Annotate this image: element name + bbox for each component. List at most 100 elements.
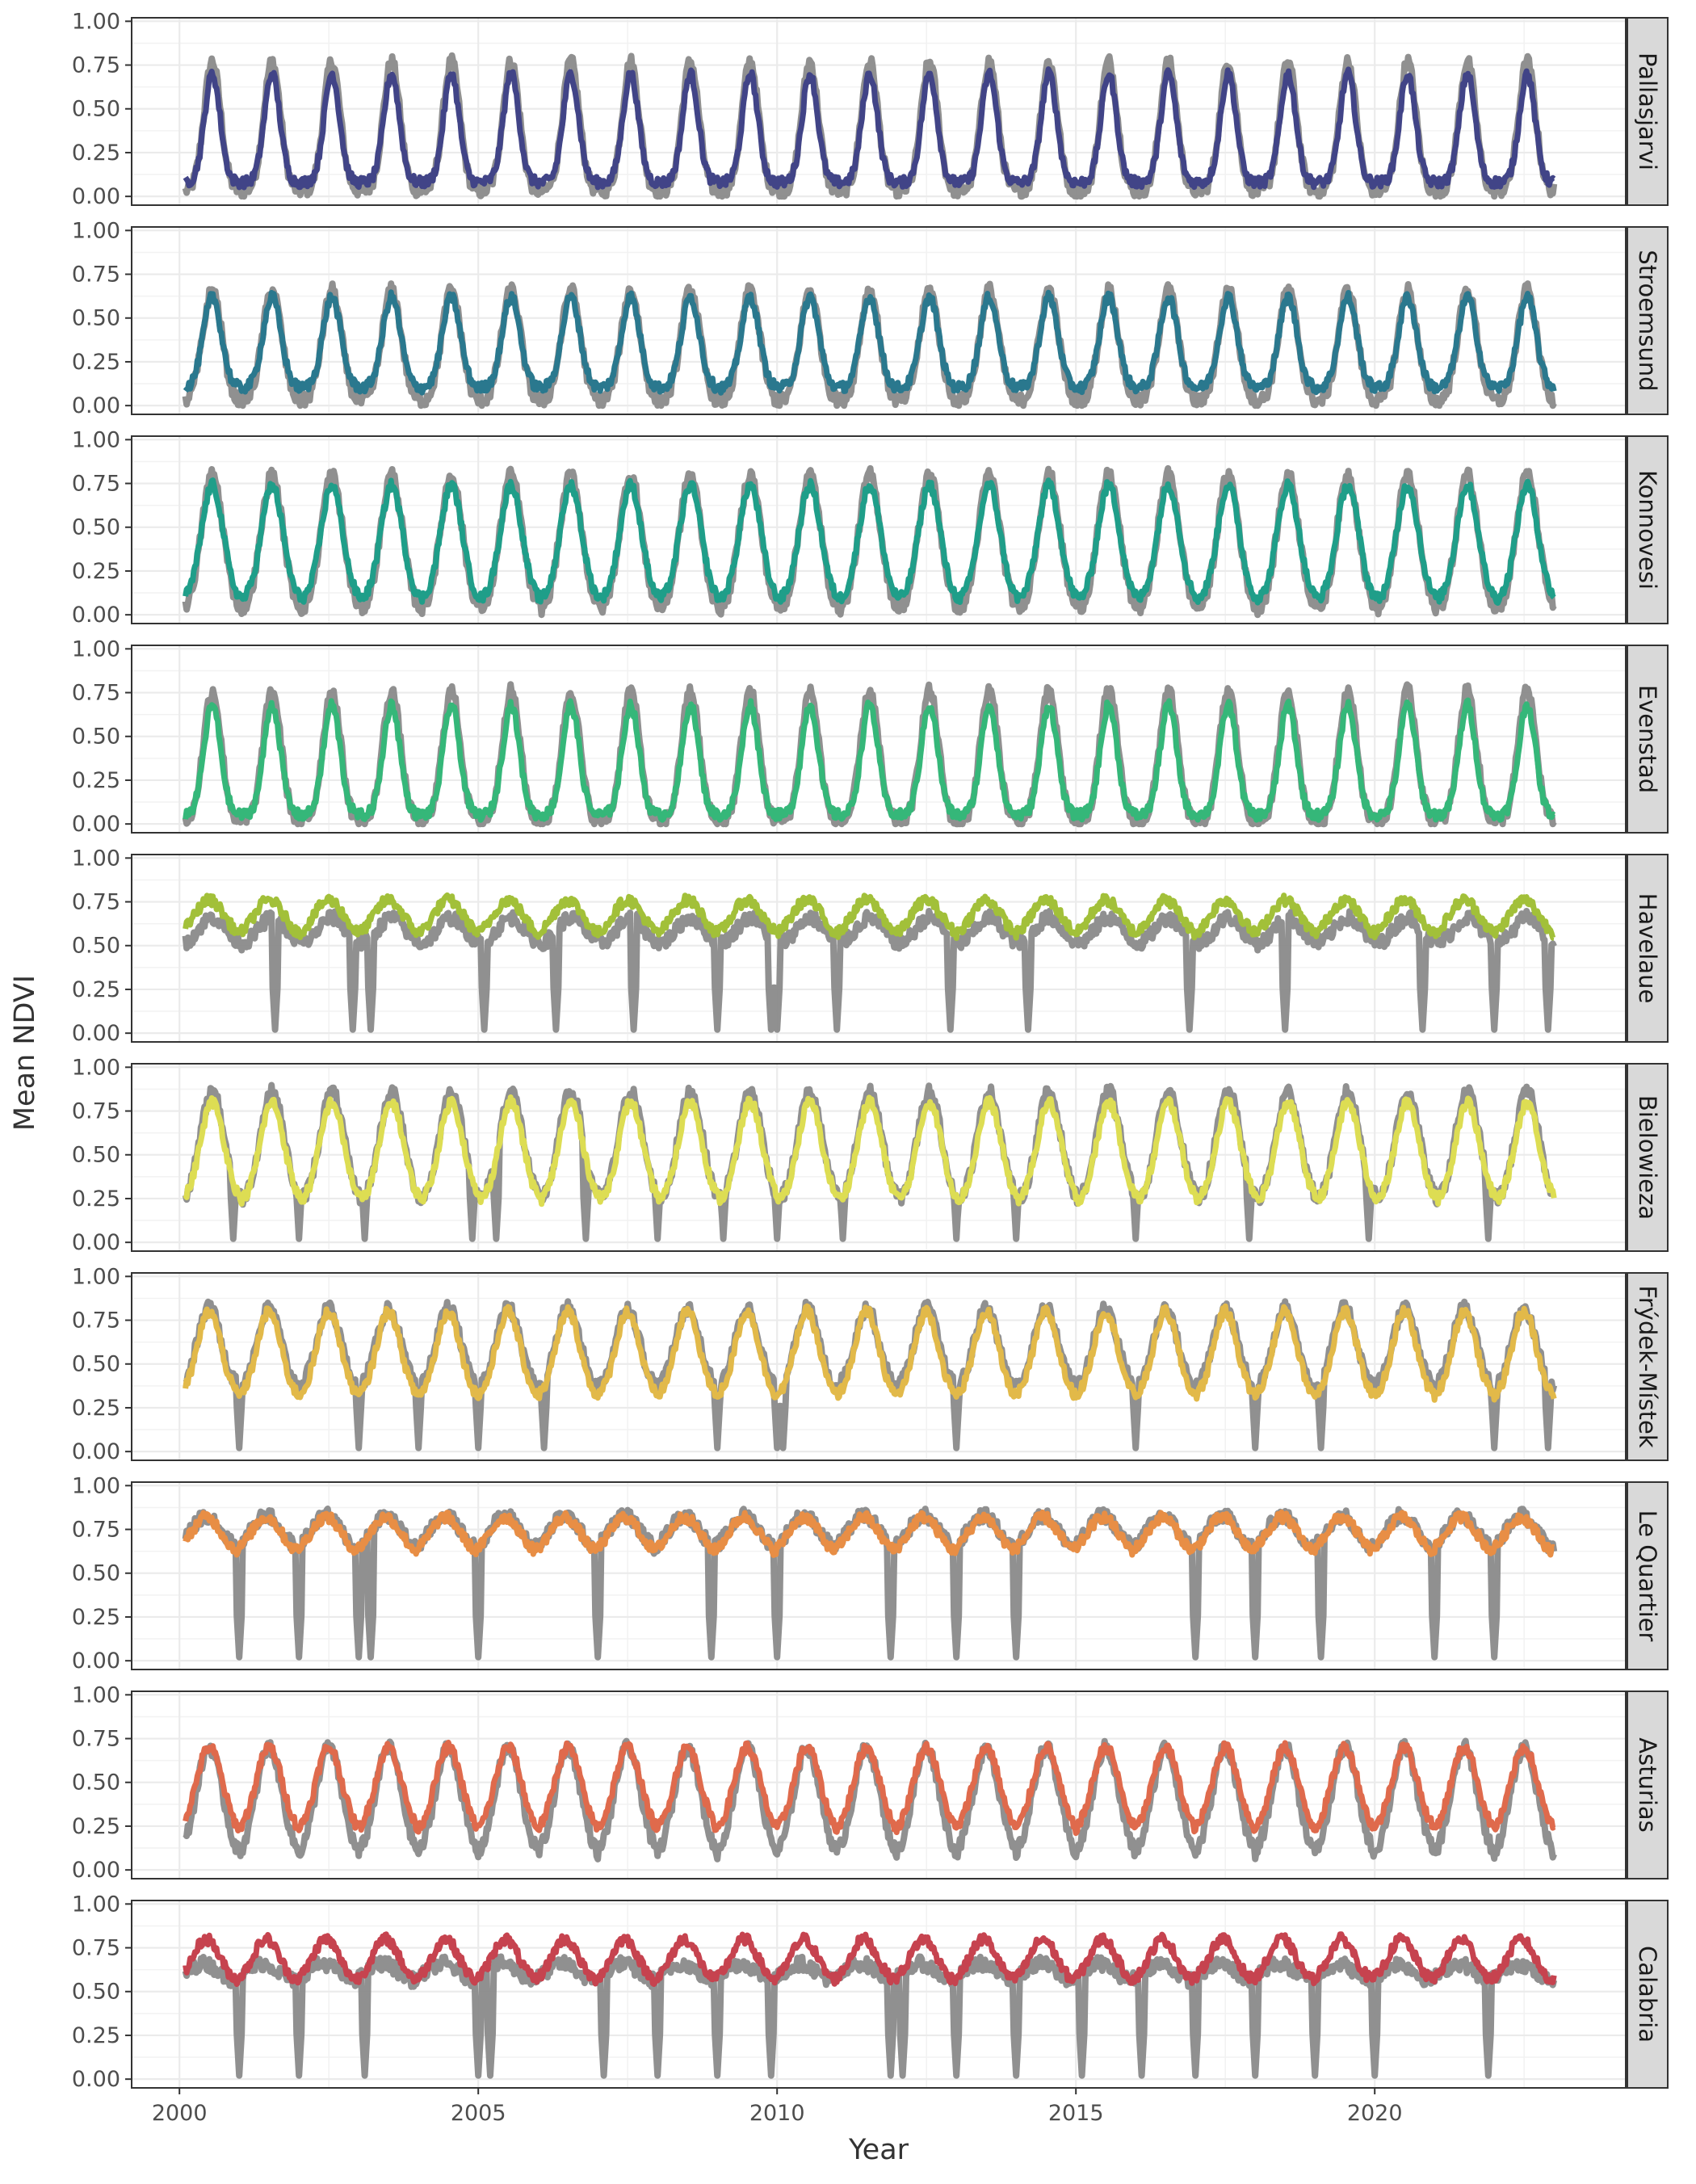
y-tick-label: 0.75 bbox=[72, 681, 120, 706]
y-tick-label: 0.75 bbox=[72, 262, 120, 288]
y-tick-label: 0.00 bbox=[72, 1439, 120, 1464]
facet-strip-label: Havelaue bbox=[1634, 893, 1661, 1004]
y-tick-label: 0.25 bbox=[72, 1814, 120, 1839]
y-tick-label: 0.75 bbox=[72, 1099, 120, 1124]
panel-border bbox=[131, 1481, 1627, 1670]
x-tick-label: 2020 bbox=[1347, 2101, 1403, 2126]
panel-border bbox=[131, 226, 1627, 415]
grid-lines bbox=[132, 855, 1626, 1042]
site-ndvi-line bbox=[183, 66, 1556, 191]
y-tick-label: 1.00 bbox=[72, 636, 120, 662]
y-tick-label: 1.00 bbox=[72, 846, 120, 871]
panel-border bbox=[131, 1900, 1627, 2089]
panel-border bbox=[131, 1690, 1627, 1880]
y-tick-label: 1.00 bbox=[72, 218, 120, 243]
y-tick-label: 0.50 bbox=[72, 934, 120, 959]
x-axis: 2000 2005 2010 2015 2020 bbox=[152, 2088, 1403, 2126]
site-ndvi-line bbox=[183, 1509, 1556, 1558]
y-tick-label: 0.50 bbox=[72, 724, 120, 750]
x-tick-label: 2015 bbox=[1048, 2101, 1104, 2126]
panels-layer: 0.000.250.500.751.00Pallasjarvi0.000.250… bbox=[72, 9, 1669, 2092]
y-tick-label: 0.00 bbox=[72, 2067, 120, 2092]
y-tick-label: 0.25 bbox=[72, 350, 120, 375]
facet-panel: 0.00 0.25 0.50 0.75 1.00 Havelaue bbox=[72, 846, 1669, 1046]
y-tick-label: 0.75 bbox=[72, 1727, 120, 1752]
facet-strip-label: Evenstad bbox=[1634, 685, 1661, 793]
panel-border bbox=[131, 645, 1627, 834]
facet-panel: 0.00 0.25 0.50 0.75 1.00 Frýdek-Místek bbox=[72, 1264, 1669, 1464]
site-ndvi-line bbox=[183, 289, 1557, 396]
site-ndvi-line bbox=[183, 1303, 1557, 1403]
x-tick-label: 2005 bbox=[451, 2101, 506, 2126]
y-tick-label: 0.50 bbox=[72, 515, 120, 540]
x-tick-label: 2010 bbox=[749, 2101, 805, 2126]
facet-panel: 0.00 0.25 0.50 0.75 1.00 Evenstad bbox=[72, 636, 1669, 837]
panel-border bbox=[131, 1063, 1627, 1252]
panel-border bbox=[131, 435, 1627, 624]
facet-strip-label: Frýdek-Místek bbox=[1634, 1285, 1661, 1448]
y-tick-label: 0.00 bbox=[72, 603, 120, 628]
facet-strip bbox=[1627, 645, 1669, 834]
site-ndvi-line bbox=[183, 1739, 1556, 1837]
y-tick-label: 0.00 bbox=[72, 1648, 120, 1674]
facet-panel: 0.00 0.25 0.50 0.75 1.00 Konnovesi bbox=[72, 427, 1669, 628]
y-tick-label: 1.00 bbox=[72, 1473, 120, 1498]
facet-strip bbox=[1627, 1063, 1669, 1252]
y-tick-label: 0.00 bbox=[72, 812, 120, 837]
y-tick-label: 0.50 bbox=[72, 306, 120, 331]
y-tick-label: 0.25 bbox=[72, 2023, 120, 2048]
y-tick-label: 0.25 bbox=[72, 977, 120, 1002]
panel-background bbox=[132, 1064, 1626, 1251]
y-tick-label: 1.00 bbox=[72, 1892, 120, 1917]
y-tick-label: 0.75 bbox=[72, 1518, 120, 1543]
y-tick-label: 1.00 bbox=[72, 427, 120, 452]
y-tick-label: 1.00 bbox=[72, 9, 120, 34]
y-tick-label: 1.00 bbox=[72, 1682, 120, 1707]
site-ndvi-line bbox=[183, 892, 1556, 941]
y-tick-label: 0.75 bbox=[72, 890, 120, 915]
facet-panel: 0.00 0.25 0.50 0.75 1.00 Calabria bbox=[72, 1892, 1669, 2092]
panel-border bbox=[131, 854, 1627, 1043]
site-ndvi-line bbox=[183, 1094, 1557, 1208]
facet-strip-label: Konnovesi bbox=[1634, 470, 1661, 590]
y-tick-label: 1.00 bbox=[72, 1264, 120, 1289]
y-axis-title: Mean NDVI bbox=[9, 975, 41, 1131]
facet-strip bbox=[1627, 854, 1669, 1043]
facet-panel: 0.00 0.25 0.50 0.75 1.00 Pallasjarvi bbox=[72, 9, 1669, 209]
facet-strip-label: Bielowieza bbox=[1634, 1095, 1661, 1220]
facet-strip bbox=[1627, 1900, 1669, 2089]
facet-strip bbox=[1627, 1690, 1669, 1880]
site-ndvi-line bbox=[183, 1931, 1557, 1987]
y-tick-label: 0.00 bbox=[72, 393, 120, 418]
panel-border bbox=[131, 1272, 1627, 1461]
facet-strip-label: Le Quartier bbox=[1634, 1510, 1661, 1642]
y-tick-label: 0.00 bbox=[72, 1858, 120, 1883]
y-tick-label: 0.75 bbox=[72, 53, 120, 78]
facet-strip-label: Asturias bbox=[1634, 1737, 1661, 1833]
y-tick-label: 1.00 bbox=[72, 1055, 120, 1080]
y-tick-label: 0.25 bbox=[72, 1605, 120, 1630]
x-axis-title: Year bbox=[848, 2134, 909, 2166]
facet-panel: 0.00 0.25 0.50 0.75 1.00 Stroemsund bbox=[72, 218, 1669, 418]
facet-strip bbox=[1627, 1272, 1669, 1461]
facet-panel: 0.00 0.25 0.50 0.75 1.00 Le Quartier bbox=[72, 1473, 1669, 1674]
facet-strip bbox=[1627, 435, 1669, 624]
facet-strip bbox=[1627, 226, 1669, 415]
reference-ndvi-line bbox=[182, 280, 1557, 410]
y-tick-label: 0.75 bbox=[72, 1308, 120, 1334]
facet-strip-label: Calabria bbox=[1634, 1946, 1661, 2043]
facet-strip-label: Stroemsund bbox=[1634, 250, 1661, 391]
facet-strip-label: Pallasjarvi bbox=[1634, 52, 1661, 170]
facet-strip bbox=[1627, 1481, 1669, 1670]
y-tick-label: 0.50 bbox=[72, 1352, 120, 1377]
facet-panel: 0.00 0.25 0.50 0.75 1.00 Asturias bbox=[72, 1682, 1669, 1883]
y-tick-label: 0.25 bbox=[72, 768, 120, 793]
y-tick-label: 0.25 bbox=[72, 559, 120, 584]
y-tick-label: 0.75 bbox=[72, 472, 120, 497]
y-tick-label: 0.00 bbox=[72, 184, 120, 209]
y-tick-label: 0.25 bbox=[72, 1396, 120, 1421]
panel-border bbox=[131, 17, 1627, 206]
facet-strip bbox=[1627, 17, 1669, 206]
